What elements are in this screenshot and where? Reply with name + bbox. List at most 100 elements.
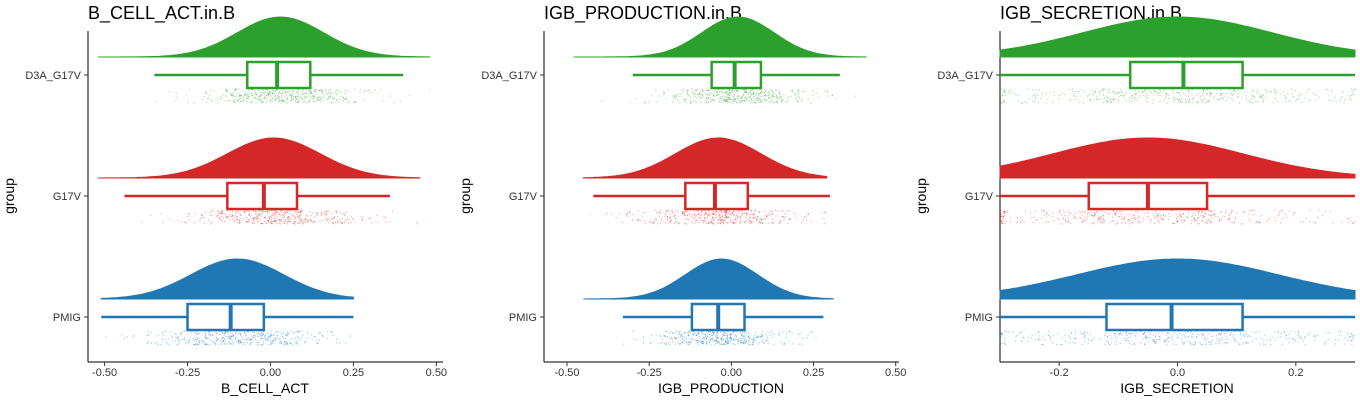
- rain-point: [283, 332, 285, 334]
- rain-point: [1197, 212, 1200, 214]
- rain-point: [240, 101, 243, 103]
- rain-point: [1035, 97, 1037, 100]
- rain-point: [1053, 95, 1055, 97]
- rain-point: [652, 221, 654, 224]
- rain-point: [329, 220, 332, 222]
- rain-point: [1177, 91, 1180, 94]
- group-d3a-g17v: D3A_G17V: [25, 16, 431, 104]
- rain-point: [223, 342, 225, 345]
- rain-point: [1157, 88, 1160, 90]
- rain-point: [744, 336, 746, 338]
- rain-point: [1261, 97, 1263, 99]
- rain-point: [729, 213, 731, 216]
- rain-point: [1116, 210, 1118, 213]
- rain-point: [202, 216, 204, 219]
- rain-point: [693, 334, 695, 336]
- rain-point: [337, 209, 339, 211]
- rain-point: [331, 331, 333, 333]
- rain-point: [307, 101, 309, 104]
- rain-point: [1211, 343, 1213, 345]
- rain-point: [1158, 338, 1160, 341]
- rain-point: [1206, 222, 1209, 224]
- rain-point: [644, 102, 646, 104]
- rain-point: [637, 219, 639, 222]
- rain-point: [740, 217, 742, 219]
- rain-point: [763, 88, 766, 91]
- rain-point: [757, 94, 759, 96]
- rain-point: [335, 93, 338, 95]
- rain-point: [1250, 220, 1252, 222]
- rain-point: [1172, 90, 1174, 93]
- rain-point: [708, 96, 710, 99]
- rain-point: [713, 340, 716, 342]
- rain-point: [760, 95, 763, 98]
- rain-point: [1127, 219, 1130, 221]
- rain-point: [219, 333, 221, 335]
- rain-point: [707, 222, 710, 224]
- rain-point: [685, 341, 687, 343]
- rain-point: [260, 96, 262, 99]
- rain-point: [281, 99, 283, 101]
- rain-point: [261, 337, 263, 339]
- rain-point: [1143, 333, 1145, 335]
- rain-point: [1192, 333, 1194, 335]
- rain-point: [1105, 100, 1107, 102]
- rain-point: [823, 212, 826, 214]
- rain-point: [1262, 100, 1265, 103]
- x-tick-label: 0.00: [721, 367, 742, 379]
- rain-point: [185, 342, 187, 344]
- rain-point: [264, 217, 266, 219]
- rain-point: [1075, 218, 1077, 220]
- rain-point: [283, 333, 285, 335]
- rain-point: [1297, 333, 1299, 336]
- rain-point: [1126, 338, 1128, 340]
- rain-point: [706, 89, 709, 92]
- rain-point: [741, 334, 743, 337]
- rain-point: [1198, 93, 1200, 95]
- rain-point: [720, 340, 723, 343]
- rain-point: [253, 334, 255, 337]
- rain-point: [256, 215, 259, 217]
- rain-point: [1062, 217, 1065, 220]
- rain-point: [283, 95, 286, 98]
- rain-point: [304, 217, 307, 220]
- rain-point: [673, 337, 676, 339]
- rain-point: [1127, 339, 1130, 342]
- rain-point: [1277, 215, 1280, 217]
- rain-point: [1000, 216, 1002, 218]
- rain-point: [702, 342, 704, 344]
- rain-point: [1149, 90, 1151, 92]
- rain-point: [310, 214, 312, 217]
- rain-point: [213, 341, 215, 344]
- rain-point: [706, 341, 708, 343]
- rain-point: [1210, 93, 1213, 95]
- rain-point: [725, 340, 727, 342]
- rain-point: [723, 210, 725, 212]
- rain-point: [239, 221, 241, 224]
- rain-point: [247, 210, 249, 212]
- rain-point: [1349, 337, 1351, 340]
- rain-point: [705, 341, 707, 343]
- rain-point: [351, 218, 354, 220]
- rain-point: [713, 99, 716, 101]
- rain-point: [294, 217, 296, 219]
- rain-points: [623, 330, 817, 346]
- rain-point: [1346, 333, 1348, 335]
- rain-point: [702, 340, 704, 342]
- rain-point: [632, 330, 634, 333]
- rain-point: [280, 215, 282, 217]
- rain-point: [696, 334, 698, 336]
- rain-point: [764, 94, 767, 97]
- rain-point: [298, 331, 300, 333]
- rain-point: [705, 97, 707, 100]
- rain-point: [229, 213, 231, 216]
- rain-point: [287, 220, 289, 223]
- rain-point: [383, 216, 385, 218]
- rain-point: [696, 342, 698, 344]
- rain-point: [647, 101, 650, 103]
- rain-point: [1327, 88, 1329, 91]
- rain-point: [1071, 331, 1073, 334]
- y-axis-title: group: [457, 178, 473, 214]
- rain-point: [667, 211, 670, 213]
- rain-point: [1263, 334, 1266, 337]
